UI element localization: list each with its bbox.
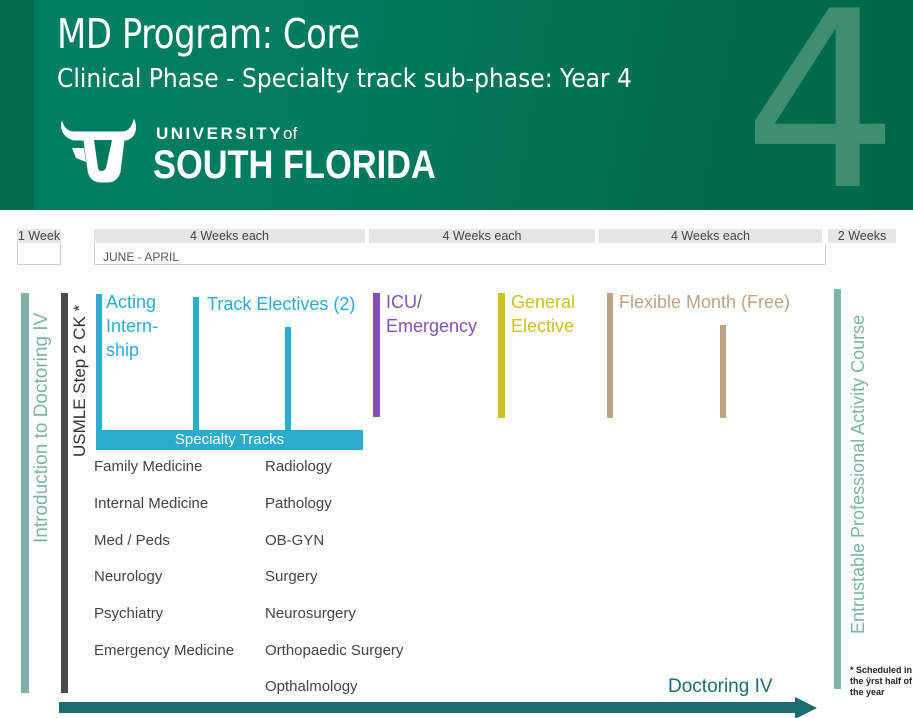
- general-elective-bar: [498, 293, 505, 418]
- duration-block-3: 4 Weeks each: [599, 229, 822, 243]
- track-elective-bar-2: [285, 327, 291, 434]
- intro-doctoring-bar: [21, 293, 29, 693]
- logo-of-text: of: [283, 124, 298, 143]
- usmle-bar: [61, 293, 68, 693]
- general-elective-label: General Elective: [511, 290, 575, 338]
- specialty-item: OB-GYN: [265, 532, 325, 549]
- specialty-item: Neurosurgery: [265, 605, 356, 622]
- specialty-item: Internal Medicine: [94, 495, 209, 512]
- acting-internship-label: Acting Intern- ship: [106, 290, 158, 362]
- duration-1-week: 1 Week: [17, 229, 61, 243]
- year-number: 4: [743, 0, 899, 210]
- track-electives-label: Track Electives (2): [207, 294, 356, 314]
- acting-internship-bar: [96, 294, 102, 434]
- header-banner: 4 MD Program: Core Clinical Phase - Spec…: [0, 0, 913, 210]
- specialty-item: Pathology: [265, 495, 332, 512]
- specialty-item: Opthalmology: [265, 678, 358, 695]
- specialty-item: Emergency Medicine: [94, 642, 235, 659]
- acting-internship-line-2: Intern-: [106, 316, 159, 336]
- timeline-arrow-shaft: [59, 702, 799, 713]
- logo-south-florida: SOUTH FLORIDA: [153, 143, 436, 187]
- usf-bull-icon: [61, 118, 137, 183]
- icu-label: ICU/ Emergency: [386, 290, 477, 338]
- icu-bar: [373, 293, 380, 417]
- range-label: JUNE - APRIL: [103, 250, 180, 264]
- specialty-tracks-bar: Specialty Tracks: [96, 430, 363, 450]
- general-elective-line-2: Elective: [511, 316, 575, 336]
- doctoring-iv-label: Doctoring IV: [668, 676, 773, 697]
- footnote: * Scheduled in the ÿrst half of the year: [850, 665, 913, 697]
- specialty-item: Radiology: [265, 458, 332, 475]
- duration-block-2: 4 Weeks each: [369, 229, 595, 243]
- arrow-right-icon: [795, 697, 817, 718]
- intro-doctoring-label: Introduction to Doctoring IV: [31, 312, 52, 543]
- track-elective-bar-1: [193, 297, 199, 434]
- page-title: MD Program: Core: [57, 10, 360, 58]
- acting-internship-line-3: ship: [106, 340, 140, 360]
- duration-2-weeks: 2 Weeks: [828, 229, 896, 243]
- specialty-item: Family Medicine: [94, 458, 203, 475]
- epa-course-bar: [834, 289, 841, 689]
- icu-line-1: ICU/: [386, 292, 422, 312]
- usmle-label: USMLE Step 2 CK *: [70, 304, 89, 457]
- flexible-month-bar-1: [607, 293, 613, 418]
- specialty-item: Psychiatry: [94, 605, 164, 622]
- specialty-item: Med / Peds: [94, 532, 170, 549]
- icu-line-2: Emergency: [386, 316, 478, 336]
- header-edge-right: [873, 0, 913, 210]
- duration-block-1: 4 Weeks each: [94, 229, 365, 243]
- general-elective-line-1: General: [511, 292, 576, 312]
- june-april-box: [94, 243, 826, 265]
- page-subtitle: Clinical Phase - Specialty track sub-pha…: [57, 64, 632, 94]
- specialty-item: Surgery: [265, 568, 318, 585]
- specialty-item: Orthopaedic Surgery: [265, 642, 404, 659]
- duration-1-week-box: [17, 243, 61, 265]
- specialty-item: Neurology: [94, 568, 163, 585]
- header-edge-left: [0, 0, 34, 210]
- logo-university-text: UNIVERSITY: [156, 124, 284, 143]
- acting-internship-line-1: Acting: [106, 292, 157, 312]
- logo-university: UNIVERSITYof: [156, 124, 297, 144]
- flexible-month-label: Flexible Month (Free): [619, 292, 791, 312]
- flexible-month-bar-2: [720, 325, 726, 418]
- epa-course-label: Entrustable Professional Activity Course: [848, 314, 868, 634]
